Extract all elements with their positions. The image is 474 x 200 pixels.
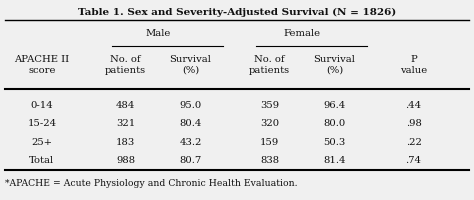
Text: 838: 838	[260, 156, 279, 165]
Text: Survival
(%): Survival (%)	[170, 55, 211, 75]
Text: 80.0: 80.0	[323, 119, 346, 128]
Text: 159: 159	[260, 138, 279, 147]
Text: 80.4: 80.4	[179, 119, 202, 128]
Text: Survival
(%): Survival (%)	[314, 55, 356, 75]
Text: 50.3: 50.3	[323, 138, 346, 147]
Text: 80.7: 80.7	[180, 156, 201, 165]
Text: Total: Total	[29, 156, 55, 165]
Text: APACHE II
score: APACHE II score	[14, 55, 70, 75]
Text: 359: 359	[260, 101, 279, 110]
Text: 321: 321	[116, 119, 135, 128]
Text: .22: .22	[406, 138, 421, 147]
Text: P
value: P value	[400, 55, 427, 75]
Text: 183: 183	[116, 138, 135, 147]
Text: .44: .44	[405, 101, 421, 110]
Text: Male: Male	[146, 29, 171, 38]
Text: *APACHE = Acute Physiology and Chronic Health Evaluation.: *APACHE = Acute Physiology and Chronic H…	[5, 179, 297, 188]
Text: 0-14: 0-14	[30, 101, 53, 110]
Text: 96.4: 96.4	[323, 101, 346, 110]
Text: 43.2: 43.2	[179, 138, 202, 147]
Text: 320: 320	[260, 119, 279, 128]
Text: 15-24: 15-24	[27, 119, 56, 128]
Text: Table 1. Sex and Severity-Adjusted Survival (N = 1826): Table 1. Sex and Severity-Adjusted Survi…	[78, 8, 396, 17]
Text: .98: .98	[406, 119, 421, 128]
Text: 81.4: 81.4	[323, 156, 346, 165]
Text: 95.0: 95.0	[180, 101, 201, 110]
Text: No. of
patients: No. of patients	[105, 55, 146, 75]
Text: .74: .74	[406, 156, 421, 165]
Text: 988: 988	[116, 156, 135, 165]
Text: No. of
patients: No. of patients	[249, 55, 290, 75]
Text: 25+: 25+	[31, 138, 53, 147]
Text: Female: Female	[283, 29, 320, 38]
Text: 484: 484	[116, 101, 135, 110]
